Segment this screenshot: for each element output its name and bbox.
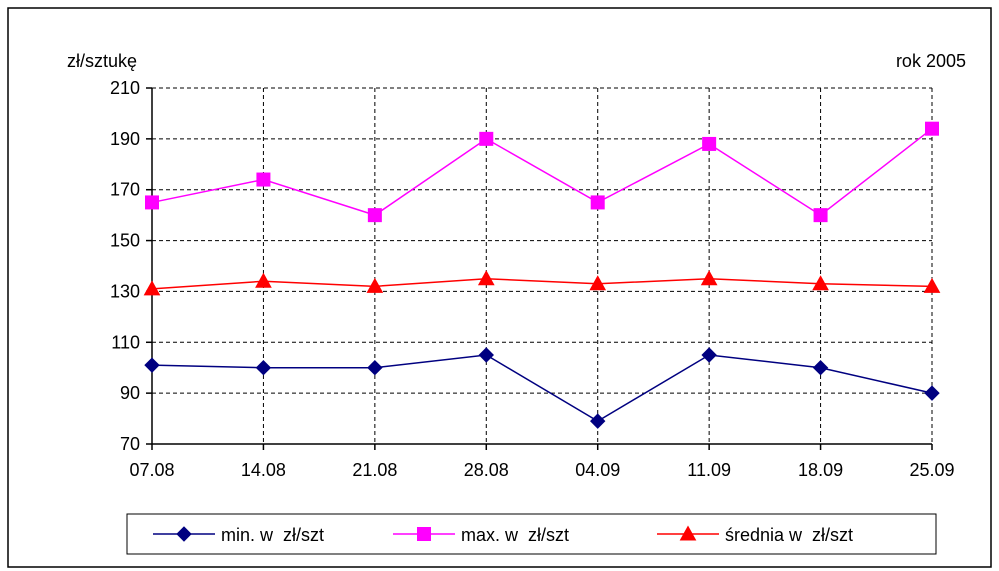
y-tick-label: 70: [120, 434, 140, 454]
legend-item-3: średnia w zł/szt: [657, 525, 853, 545]
legend-label: min. w zł/szt: [221, 525, 324, 545]
data-point-diamond: [478, 347, 494, 363]
x-tick-label: 18.09: [798, 460, 843, 480]
legend-label: max. w zł/szt: [461, 525, 569, 545]
data-point-square: [256, 172, 271, 187]
x-tick-label: 14.08: [241, 460, 286, 480]
data-point-diamond: [144, 357, 160, 373]
data-point-diamond: [924, 385, 940, 401]
x-tick-label: 21.08: [352, 460, 397, 480]
x-tick-labels: 07.08 14.08 21.08 28.08 04.09 11.09 18.09 25.09: [129, 460, 954, 480]
legend-item-2: max. w zł/szt: [393, 525, 569, 545]
legend-box: [126, 513, 937, 555]
series-1: [144, 347, 940, 429]
data-point-triangle: [589, 275, 607, 291]
data-point-square: [367, 208, 382, 223]
x-tick-label: 07.08: [129, 460, 174, 480]
data-point-square: [925, 121, 939, 136]
data-point-diamond: [590, 413, 606, 429]
y-tick-label: 150: [110, 231, 140, 251]
legend-marker: [417, 527, 431, 541]
data-point-triangle: [477, 270, 495, 286]
series-2: [145, 121, 939, 223]
data-point-triangle: [700, 270, 718, 286]
series-line: [151, 277, 933, 290]
y-tick-label: 170: [110, 180, 140, 200]
series-line: [151, 354, 933, 422]
year-annotation: rok 2005: [896, 51, 966, 71]
data-point-square: [702, 136, 717, 151]
y-axis-unit-label: zł/sztukę: [67, 51, 137, 71]
data-point-triangle: [812, 275, 829, 291]
data-point-diamond: [255, 360, 272, 376]
data-point-square: [590, 195, 605, 210]
data-point-triangle: [923, 277, 941, 293]
y-tick-label: 110: [111, 332, 140, 352]
series-3: [143, 270, 941, 296]
series-line: [151, 128, 933, 217]
data-point-diamond: [367, 360, 383, 376]
y-tick-label: 90: [120, 383, 140, 403]
y-tick-labels: 70 90 110 130 150 170 190 210: [110, 78, 140, 454]
y-tick-label: 210: [110, 78, 140, 98]
axes: [146, 87, 933, 450]
y-tick-label: 190: [110, 129, 140, 149]
legend-label: średnia w zł/szt: [725, 525, 853, 545]
x-tick-label: 04.09: [575, 460, 620, 480]
series: [143, 121, 941, 429]
legend-marker: [176, 526, 192, 542]
data-point-square: [813, 208, 828, 223]
data-point-square: [145, 195, 159, 210]
data-point-triangle: [255, 272, 272, 288]
x-tick-label: 11.09: [687, 460, 731, 480]
legend-marker: [679, 525, 697, 541]
data-point-triangle: [366, 277, 384, 293]
data-point-diamond: [812, 360, 829, 376]
data-point-diamond: [701, 347, 717, 363]
data-point-triangle: [143, 280, 161, 296]
legend-item-1: min. w zł/szt: [153, 525, 324, 545]
y-tick-label: 130: [110, 281, 140, 301]
x-tick-label: 25.09: [909, 460, 954, 480]
data-point-square: [479, 131, 494, 146]
legend: min. w zł/szt max. w zł/szt średnia w zł/s…: [126, 513, 937, 555]
x-tick-label: 28.08: [464, 460, 509, 480]
grid: [152, 87, 933, 444]
